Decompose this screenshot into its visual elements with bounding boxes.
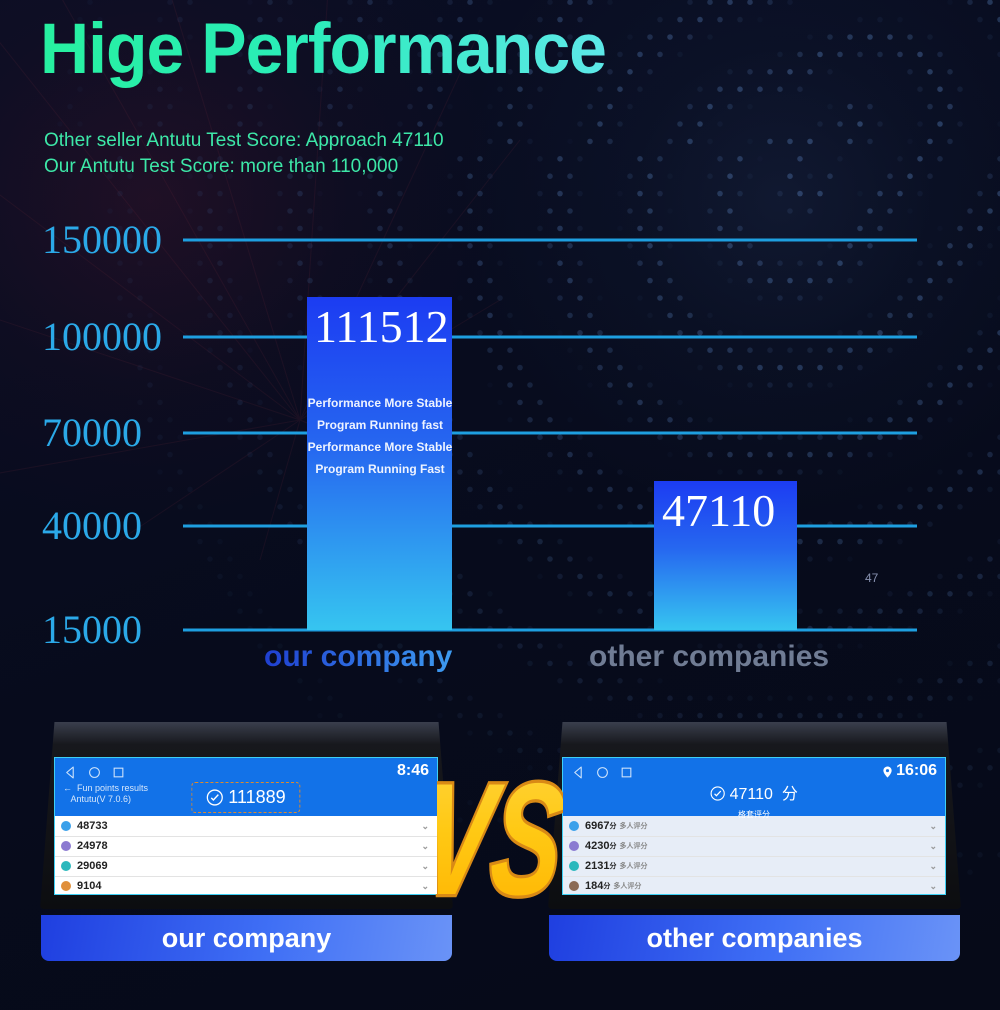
svg-text:VS: VS — [414, 750, 571, 928]
svg-text:47: 47 — [865, 571, 879, 585]
